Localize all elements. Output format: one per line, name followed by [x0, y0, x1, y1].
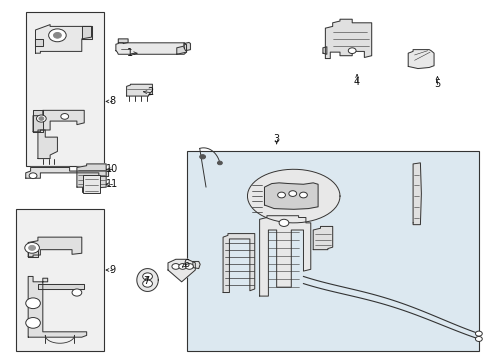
Text: 4: 4 [354, 77, 360, 87]
Circle shape [279, 219, 289, 226]
Polygon shape [118, 39, 128, 44]
Text: 3: 3 [273, 134, 280, 144]
Circle shape [172, 264, 180, 269]
Polygon shape [223, 234, 255, 293]
Circle shape [143, 280, 152, 287]
Polygon shape [323, 47, 327, 54]
Polygon shape [168, 259, 196, 282]
Circle shape [53, 32, 61, 38]
Circle shape [348, 48, 356, 54]
Text: 2: 2 [147, 87, 153, 98]
Polygon shape [325, 19, 372, 59]
Circle shape [143, 273, 152, 280]
Text: 6: 6 [183, 259, 190, 269]
Circle shape [29, 173, 37, 179]
Polygon shape [260, 216, 311, 296]
Text: 8: 8 [109, 96, 116, 107]
Circle shape [49, 29, 66, 42]
Circle shape [39, 117, 44, 120]
Polygon shape [28, 251, 38, 257]
Circle shape [186, 264, 194, 269]
Polygon shape [28, 276, 87, 337]
Circle shape [200, 155, 205, 159]
Polygon shape [116, 43, 187, 54]
Polygon shape [126, 84, 152, 96]
Circle shape [475, 337, 482, 342]
Polygon shape [35, 39, 43, 46]
Circle shape [278, 192, 286, 198]
Bar [83, 175, 100, 193]
Polygon shape [313, 226, 333, 249]
Circle shape [29, 246, 35, 250]
Circle shape [179, 264, 187, 269]
Polygon shape [33, 111, 84, 132]
Polygon shape [28, 237, 82, 257]
Text: 9: 9 [109, 265, 116, 275]
Circle shape [26, 318, 40, 328]
Polygon shape [413, 163, 421, 225]
Polygon shape [38, 284, 84, 289]
Polygon shape [247, 169, 340, 223]
Circle shape [26, 298, 40, 309]
Polygon shape [184, 42, 191, 51]
Polygon shape [35, 24, 92, 53]
Circle shape [25, 243, 39, 253]
Polygon shape [38, 130, 57, 158]
Polygon shape [77, 164, 106, 188]
Text: 1: 1 [127, 48, 134, 58]
Circle shape [289, 191, 296, 197]
Bar [16, 208, 104, 351]
Text: 10: 10 [106, 164, 119, 174]
Circle shape [61, 113, 69, 119]
Circle shape [475, 331, 482, 336]
Polygon shape [33, 111, 43, 132]
Polygon shape [82, 26, 92, 39]
Polygon shape [137, 269, 158, 292]
Circle shape [299, 192, 307, 198]
Text: 7: 7 [143, 276, 149, 286]
Polygon shape [26, 167, 109, 178]
Polygon shape [265, 183, 318, 209]
Polygon shape [408, 50, 434, 68]
Text: 11: 11 [106, 179, 119, 189]
Circle shape [36, 115, 46, 122]
Polygon shape [177, 43, 187, 54]
Polygon shape [193, 261, 200, 269]
Circle shape [72, 289, 82, 296]
Bar [26, 12, 104, 166]
Text: 5: 5 [434, 79, 441, 89]
Circle shape [218, 161, 222, 165]
Bar [187, 152, 479, 351]
